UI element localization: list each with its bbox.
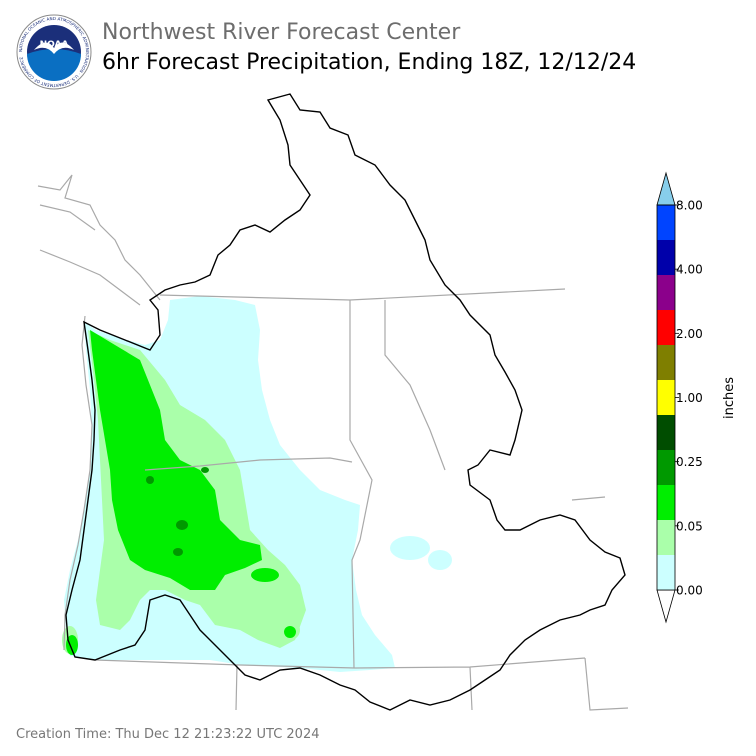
precip-spot-core [173, 548, 183, 556]
colorbar-tick-label: 0.25 [676, 455, 703, 469]
colorbar-tick-label: 1.00 [676, 391, 703, 405]
colorbar-band [657, 520, 675, 555]
precip-spot-heavy [284, 626, 296, 638]
colorbar-bands [656, 171, 676, 624]
colorbar-band [656, 171, 676, 206]
colorbar-band [657, 380, 675, 415]
map-header: Northwest River Forecast Center 6hr Fore… [102, 18, 636, 78]
coastline [37, 174, 161, 306]
coastline [63, 315, 93, 651]
colorbar-band [656, 589, 676, 624]
colorbar-band [657, 275, 675, 310]
precip-spot-heavy [251, 568, 279, 582]
precip-spot-heavy [66, 635, 78, 655]
organization-title: Northwest River Forecast Center [102, 20, 461, 45]
precip-spot-light [312, 500, 348, 520]
product-title: 6hr Forecast Precipitation, Ending 18Z, … [102, 50, 637, 75]
colorbar-tick-label: 0.05 [676, 519, 703, 533]
colorbar-tick-label: 2.00 [676, 327, 703, 341]
precip-area-heavy [90, 330, 262, 590]
colorbar-band [657, 345, 675, 380]
colorbar-band [657, 555, 675, 590]
basin-outline [65, 93, 626, 711]
precip-spot-core [176, 520, 188, 530]
colorbar-band [657, 450, 675, 485]
colorbar-band [657, 310, 675, 345]
colorbar-band [657, 485, 675, 520]
colorbar-band [657, 240, 675, 275]
colorbar-band [657, 415, 675, 450]
colorbar-tick-label: 4.00 [676, 263, 703, 277]
colorbar-tick-label: 8.00 [676, 199, 703, 213]
precip-spot-light [428, 550, 452, 570]
noaa-logo-text: NOAA [40, 40, 69, 50]
noaa-logo: NOAA NATIONAL OCEANIC AND ATMOSPHERIC AD… [16, 14, 92, 90]
colorbar-band [657, 205, 675, 240]
colorbar-ticks: 0.00 0.05 0.25 1.00 2.00 4.00 8.00 [675, 199, 703, 598]
precip-spot-core [146, 476, 154, 484]
colorbar-tick-label: 0.00 [676, 584, 703, 598]
precip-spot-core [201, 467, 209, 473]
creation-time: Creation Time: Thu Dec 12 21:23:22 UTC 2… [16, 727, 320, 742]
precip-spot-light [390, 536, 430, 560]
colorbar-units-label: inches [722, 377, 737, 419]
